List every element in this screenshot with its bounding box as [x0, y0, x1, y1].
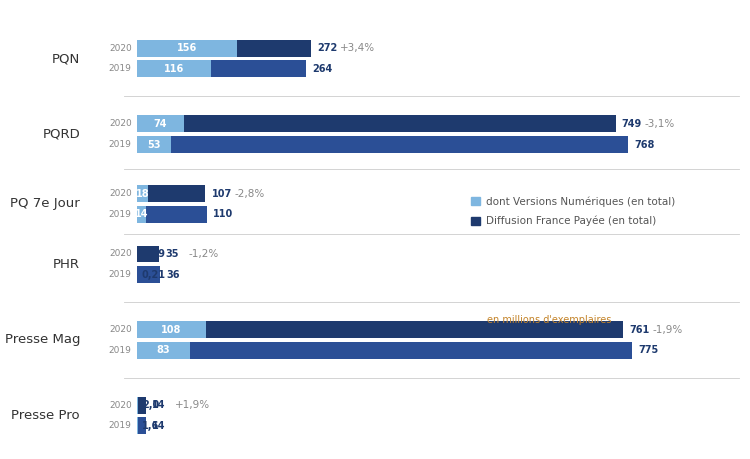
Text: 2019: 2019 — [109, 140, 132, 149]
Bar — [136, 397, 138, 414]
Text: 14: 14 — [152, 400, 166, 410]
Text: 74: 74 — [154, 119, 167, 129]
Text: 83: 83 — [157, 345, 170, 355]
Text: 2019: 2019 — [109, 64, 132, 73]
Text: en millions d'exemplaires: en millions d'exemplaires — [487, 315, 611, 325]
Text: -3,1%: -3,1% — [644, 119, 675, 129]
Text: 14: 14 — [152, 421, 166, 431]
Bar — [136, 61, 211, 78]
Legend: dont Versions Numériques (en total), Diffusion France Payée (en total): dont Versions Numériques (en total), Dif… — [466, 192, 679, 230]
Text: -1,9%: -1,9% — [652, 325, 682, 335]
Text: 107: 107 — [211, 189, 232, 198]
Bar — [136, 116, 616, 132]
Text: 0,39: 0,39 — [141, 249, 165, 259]
Bar — [136, 40, 310, 57]
Bar — [136, 341, 632, 358]
Bar — [136, 266, 160, 283]
Text: 2020: 2020 — [109, 44, 132, 53]
Text: 2019: 2019 — [109, 346, 132, 355]
Text: 272: 272 — [317, 43, 338, 53]
Bar — [136, 417, 146, 434]
Text: 35: 35 — [166, 249, 179, 259]
Text: 2020: 2020 — [109, 250, 132, 258]
Text: 108: 108 — [161, 325, 182, 335]
Text: 2,0: 2,0 — [142, 400, 160, 410]
Text: -2,8%: -2,8% — [234, 189, 265, 198]
Text: 18: 18 — [136, 189, 149, 198]
Text: +1,9%: +1,9% — [175, 400, 210, 410]
Bar — [136, 206, 207, 223]
Text: 2019: 2019 — [109, 270, 132, 279]
Bar — [136, 185, 148, 202]
Text: 775: 775 — [638, 345, 658, 355]
Text: 761: 761 — [629, 325, 650, 335]
Text: 768: 768 — [634, 140, 655, 150]
Text: 36: 36 — [166, 269, 179, 280]
Bar — [136, 136, 171, 153]
Bar — [136, 321, 206, 338]
Text: 2020: 2020 — [109, 325, 132, 334]
Bar — [136, 185, 206, 202]
Text: 110: 110 — [213, 209, 233, 219]
Text: 14: 14 — [134, 209, 148, 219]
Bar — [136, 321, 623, 338]
Bar — [136, 206, 146, 223]
Text: 2020: 2020 — [109, 401, 132, 410]
Text: +3,4%: +3,4% — [340, 43, 375, 53]
Text: 2019: 2019 — [109, 421, 132, 430]
Text: PQN: PQN — [52, 52, 80, 65]
Text: Presse Mag: Presse Mag — [4, 333, 80, 347]
Text: 1,6: 1,6 — [142, 421, 159, 431]
Text: 156: 156 — [176, 43, 197, 53]
Text: PQ 7e Jour: PQ 7e Jour — [10, 197, 80, 210]
Bar — [136, 417, 138, 434]
Text: Presse Pro: Presse Pro — [11, 409, 80, 422]
Text: 53: 53 — [147, 140, 160, 150]
Bar — [136, 136, 628, 153]
Text: 2020: 2020 — [109, 119, 132, 129]
Text: 2020: 2020 — [109, 189, 132, 198]
Bar — [136, 246, 159, 263]
Text: 0,21: 0,21 — [141, 269, 165, 280]
Bar — [136, 341, 190, 358]
Text: PHR: PHR — [53, 258, 80, 271]
Text: 264: 264 — [312, 64, 332, 74]
Text: 749: 749 — [622, 119, 642, 129]
Text: 116: 116 — [164, 64, 184, 74]
Bar — [136, 61, 305, 78]
Text: -1,2%: -1,2% — [188, 249, 218, 259]
Text: 2019: 2019 — [109, 210, 132, 218]
Bar — [136, 40, 236, 57]
Bar — [136, 116, 184, 132]
Text: PQRD: PQRD — [42, 128, 80, 141]
Bar — [136, 397, 146, 414]
